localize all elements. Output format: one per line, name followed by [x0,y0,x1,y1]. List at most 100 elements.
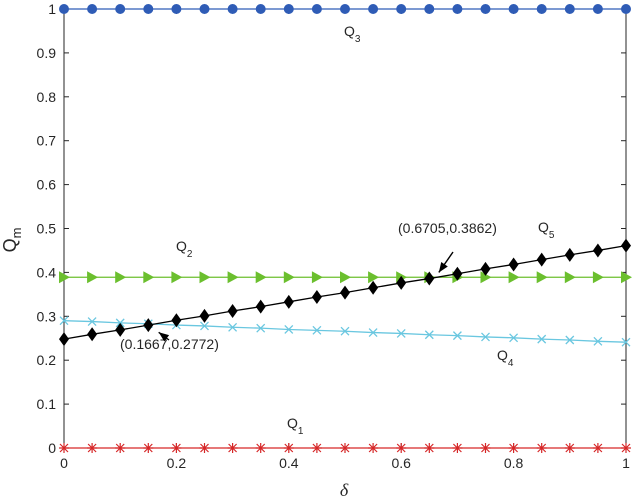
data-point [368,271,380,284]
data-point [143,4,154,14]
data-point [564,443,575,453]
data-point [480,261,491,276]
y-tick-label: 0.9 [37,45,57,61]
data-point [368,4,379,14]
data-point [480,4,491,14]
data-point [396,4,407,14]
data-point [481,332,490,342]
series-Q1 [59,443,631,453]
data-point [508,257,519,272]
data-point [508,271,520,284]
data-point [311,289,322,304]
data-point [115,271,127,284]
y-tick-label: 0.5 [37,221,57,237]
data-point [143,318,154,333]
data-point [199,308,210,323]
annotation-label: (0.1667,0.2772) [120,336,219,352]
data-point [200,321,209,331]
data-point [311,443,322,453]
data-point [565,335,575,345]
y-axis-label: Qm [0,228,24,253]
series-label-Q5: Q5 [538,219,555,241]
data-point [368,328,378,338]
data-point [199,271,211,284]
data-point [340,326,350,336]
plot-frame [63,8,627,449]
data-point [621,4,631,14]
data-point [255,443,266,453]
data-point [452,266,463,281]
data-point [199,443,210,453]
data-point [59,271,70,284]
y-tick-label: 0.1 [37,396,57,412]
data-point [143,443,154,453]
y-tick-label: 0.7 [37,133,57,149]
y-tick-label: 0.2 [37,352,57,368]
y-axis-label-main: Q [0,238,20,252]
data-point [87,327,98,342]
series-Q3 [59,4,631,14]
annotation-label: (0.6705,0.3862) [398,220,497,236]
data-point [311,271,323,284]
data-point [283,271,295,284]
series-label-Q4: Q4 [497,347,514,369]
series-label-Q2: Q2 [176,238,193,260]
svg-text:Qm: Qm [0,228,24,253]
data-point [340,443,350,453]
annotation-layer: (0.1667,0.2772) (0.6705,0.3862) [120,220,497,352]
data-point [312,325,322,335]
data-point [396,443,407,453]
data-point [621,238,631,253]
y-tick-label: 0.8 [37,89,57,105]
data-point [227,304,238,319]
x-tick-label: 0.8 [504,455,524,471]
data-point [593,336,603,346]
series-label-Q3: Q3 [344,23,361,45]
data-point [592,243,603,258]
data-point [396,275,407,290]
data-point [256,323,266,333]
data-point [59,332,69,347]
data-point [87,4,98,14]
y-tick-label: 1 [48,1,56,17]
data-point [311,4,322,14]
x-tick-label: 0.4 [279,455,299,471]
series-label-Q1: Q1 [287,415,304,437]
data-point [143,271,155,284]
data-point [424,443,435,453]
data-point [424,4,435,14]
data-point [171,4,182,14]
data-point [87,443,98,453]
data-point [227,4,238,14]
data-point [480,443,491,453]
annotation-arrow-head [438,261,448,273]
y-tick-label: 0.6 [37,177,57,193]
data-point [536,4,547,14]
y-axis: 0 0.1 0.2 0.3 0.4 0.5 0.6 0.7 0.8 0.9 1 [37,1,626,456]
data-point [424,330,434,340]
data-point [283,294,294,309]
data-point [255,299,266,314]
data-point [115,322,126,337]
data-point [255,4,266,14]
data-point [283,4,294,14]
data-point [59,4,69,14]
data-point [452,331,462,341]
series-label-layer: Q1 Q2 Q3 Q4 Q5 [176,23,555,437]
data-point [115,4,126,14]
data-point [87,317,97,327]
data-point [396,328,406,338]
data-point [171,271,183,284]
series-layer [59,4,632,453]
data-point [508,443,519,453]
data-point [227,443,238,453]
data-point [480,271,492,284]
data-point [564,271,576,284]
data-point [227,271,239,284]
x-tick-label: 1 [622,455,630,471]
data-point [592,4,603,14]
data-point [284,325,294,334]
data-point [115,318,125,328]
series-Q5 [59,238,631,347]
data-point [592,271,604,284]
